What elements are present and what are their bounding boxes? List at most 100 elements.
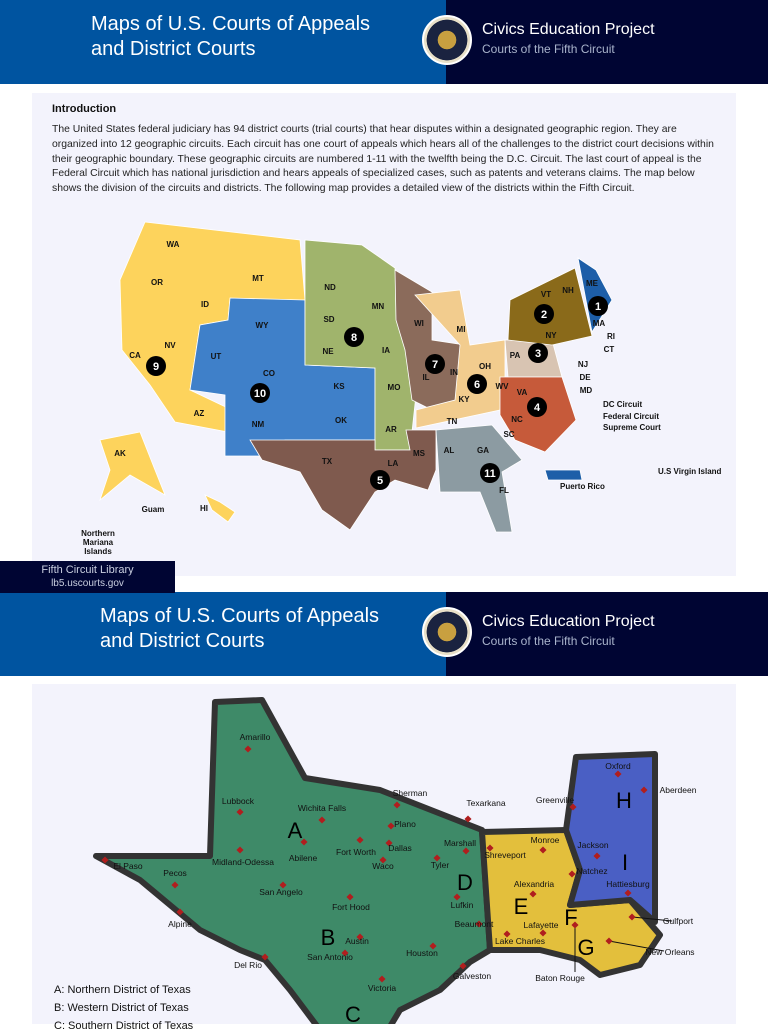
state-label-u-s-virgin-island: U.S Virgin Island	[658, 467, 722, 476]
district-letter-i: I	[622, 850, 628, 875]
state-label-mariana: Mariana	[83, 538, 114, 547]
city-label-el-paso: El Paso	[113, 861, 143, 871]
city-label-houston: Houston	[406, 948, 438, 958]
leader-line	[631, 916, 673, 922]
state-label-id: ID	[201, 300, 209, 309]
city-label-lafayette: Lafayette	[524, 920, 559, 930]
city-marker	[379, 856, 387, 864]
city-marker	[101, 856, 109, 864]
city-label-dallas: Dallas	[388, 843, 412, 853]
district-letter-c: C	[345, 1002, 361, 1024]
state-label-co: CO	[263, 369, 275, 378]
circuit-number: 4	[534, 402, 541, 414]
city-marker	[279, 881, 287, 889]
state-label-de: DE	[579, 373, 591, 382]
circuit-number: 3	[535, 348, 541, 360]
city-marker	[453, 893, 461, 901]
state-label-ks: KS	[333, 382, 345, 391]
legend-c: C: Southern District of Texas	[54, 1020, 194, 1032]
city-label-aberdeen: Aberdeen	[660, 785, 697, 795]
state-label-hi: HI	[200, 504, 208, 513]
state-label-wi: WI	[414, 319, 424, 328]
city-marker	[529, 890, 537, 898]
city-label-pecos: Pecos	[163, 868, 187, 878]
city-marker	[459, 962, 467, 970]
state-label-sc: SC	[503, 430, 514, 439]
city-label-beaumont: Beaumont	[455, 919, 494, 929]
city-label-baton-rouge: Baton Rouge	[535, 973, 585, 983]
header-top: Maps of U.S. Courts of Appeals and Distri…	[0, 0, 768, 84]
circuit-number: 2	[541, 309, 547, 321]
city-marker	[486, 844, 494, 852]
city-marker	[503, 930, 511, 938]
state-label-ak: AK	[114, 449, 126, 458]
legend-b: B: Western District of Texas	[54, 1002, 189, 1014]
city-marker	[569, 803, 577, 811]
city-marker	[462, 847, 470, 855]
city-marker	[356, 836, 364, 844]
state-label-ca: CA	[129, 351, 141, 360]
circuit-number: 8	[351, 332, 357, 344]
state-label-wa: WA	[167, 240, 180, 249]
city-label-new-orleans: New Orleans	[645, 947, 694, 957]
city-marker	[356, 933, 364, 941]
state-label-wy: WY	[256, 321, 270, 330]
state-label-guam: Guam	[142, 505, 165, 514]
title-line: Maps of U.S. Courts of Appeals	[91, 13, 371, 35]
district-letter-a: A	[288, 818, 303, 843]
district-letter-b: B	[321, 925, 336, 950]
state-label-mo: MO	[388, 383, 401, 392]
city-marker	[593, 852, 601, 860]
state-label-nh: NH	[562, 286, 574, 295]
city-marker	[393, 801, 401, 809]
city-marker	[346, 893, 354, 901]
city-marker	[539, 846, 547, 854]
state-label-ri: RI	[607, 332, 615, 341]
state-label-tx: TX	[322, 457, 333, 466]
state-label-puerto-rico: Puerto Rico	[560, 482, 605, 491]
circuit-region	[99, 431, 166, 502]
city-marker	[605, 937, 613, 945]
state-label-vt: VT	[541, 290, 551, 299]
circuit-number: 11	[484, 468, 496, 480]
city-label-wichita-falls: Wichita Falls	[298, 803, 346, 813]
city-label-alexandria: Alexandria	[514, 879, 554, 889]
city-marker	[429, 942, 437, 950]
city-marker	[171, 881, 179, 889]
state-label-dc-circuit: DC Circuit	[603, 400, 642, 409]
city-marker	[341, 949, 349, 957]
city-label-jackson: Jackson	[577, 840, 608, 850]
intro-body: The United States federal judiciary has …	[52, 124, 714, 195]
state-label-northern: Northern	[81, 529, 115, 538]
city-label-abilene: Abilene	[289, 853, 318, 863]
state-label-ct: CT	[604, 345, 615, 354]
city-label-shreveport: Shreveport	[484, 850, 526, 860]
city-label-sherman: Sherman	[393, 788, 428, 798]
city-label-hattiesburg: Hattiesburg	[606, 879, 650, 889]
org-name: Civics Education Project	[482, 21, 655, 38]
city-label-lubbock: Lubbock	[222, 796, 255, 806]
circuit-number: 5	[377, 475, 383, 487]
page-title: Maps of U.S. Courts of Appeals and Distri…	[91, 12, 370, 62]
city-marker	[568, 870, 576, 878]
state-label-mi: MI	[457, 325, 466, 334]
state-label-ia: IA	[382, 346, 390, 355]
city-label-alpine: Alpine	[168, 919, 192, 929]
state-label-oh: OH	[479, 362, 491, 371]
state-texas	[93, 697, 493, 1024]
state-label-supreme-court: Supreme Court	[603, 423, 661, 432]
state-label-wv: WV	[496, 382, 510, 391]
circuit-number-badge	[528, 343, 548, 363]
city-label-monroe: Monroe	[531, 835, 560, 845]
circuit-region	[204, 494, 236, 523]
state-label-la: LA	[388, 459, 399, 468]
circuit-region	[435, 424, 523, 533]
city-label-fort-hood: Fort Hood	[332, 902, 370, 912]
city-marker	[236, 808, 244, 816]
state-label-az: AZ	[194, 409, 205, 418]
district-letter-g: G	[577, 935, 594, 960]
city-marker	[433, 854, 441, 862]
legend-a: A: Northern District of Texas	[54, 984, 191, 996]
state-label-sd: SD	[323, 315, 334, 324]
